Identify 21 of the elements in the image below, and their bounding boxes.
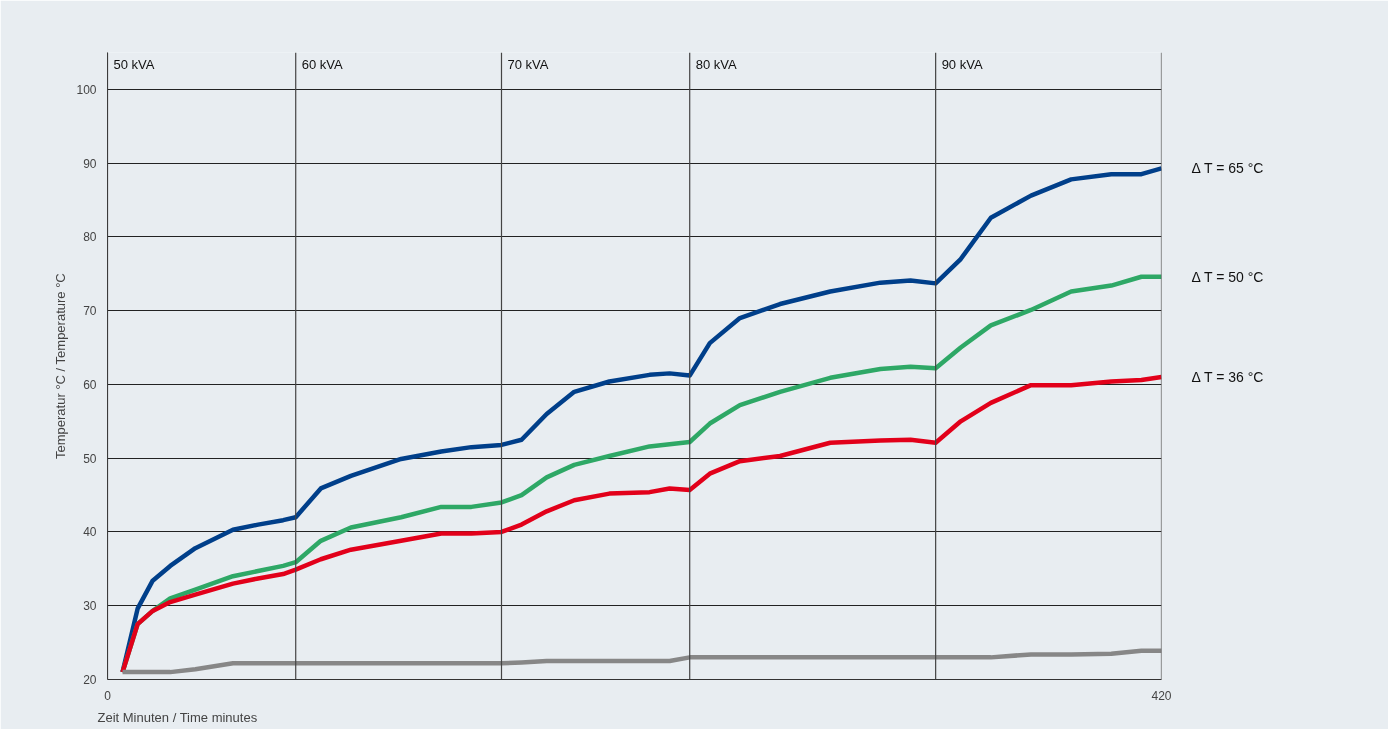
ref-line-label: 80 kVA — [695, 56, 737, 72]
ref-line-label: 70 kVA — [507, 56, 549, 72]
y-tick-label: 30 — [83, 599, 97, 614]
y-tick-label: 40 — [83, 525, 97, 540]
y-tick-label: 20 — [83, 673, 97, 687]
y-axis-title: Temperatur °C / Temperature °C — [53, 273, 69, 459]
y-tick-label: 70 — [83, 304, 97, 319]
ref-line-label: 60 kVA — [301, 56, 343, 72]
text: Δ T = 65 °C — [1191, 160, 1264, 177]
ref-line-label: 90 kVA — [941, 56, 983, 72]
x-tick-label: 0 — [104, 688, 112, 703]
y-tick-label: 50 — [83, 451, 97, 466]
ref-line-label: 50 kVA — [113, 56, 155, 72]
y-tick-label: 60 — [83, 377, 97, 392]
text: Δ T = 36 °C — [1191, 369, 1264, 386]
x-tick-label: 420 — [1151, 688, 1172, 703]
x-axis-title: Zeit Minuten / Time minutes — [97, 709, 258, 725]
y-tick-label: 80 — [83, 230, 97, 245]
y-tick-label: 100 — [76, 82, 97, 97]
y-tick-label: 90 — [83, 156, 97, 171]
text: Δ T = 50 °C — [1191, 268, 1264, 285]
